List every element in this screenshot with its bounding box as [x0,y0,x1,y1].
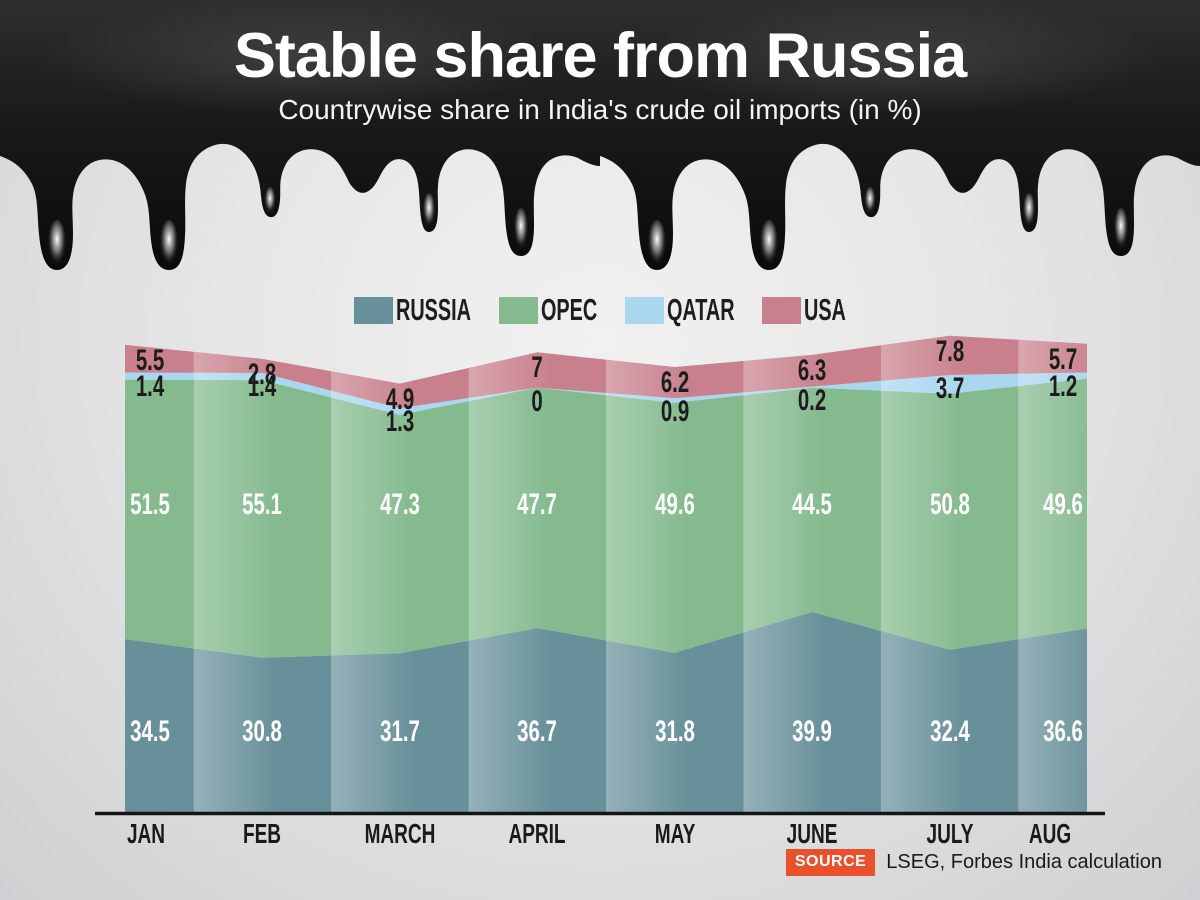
page-subtitle: Countrywise share in India's crude oil i… [278,94,922,125]
legend-swatch-russia [353,296,393,324]
legend-item-opec: OPEC [498,292,597,328]
legend-label-qatar: QATAR [666,292,735,327]
legend-item-usa: USA [762,292,846,328]
legend-swatch-qatar [624,296,664,324]
legend-label-russia: RUSSIA [395,292,471,327]
source-row: SOURCE LSEG, Forbes India calculation [785,849,1162,876]
source-badge: SOURCE [785,849,876,876]
page-title: Stable share from Russia [233,21,967,91]
legend-swatch-opec [498,296,538,324]
legend-label-opec: OPEC [540,292,597,327]
legend-swatch-usa [762,296,802,324]
legend-item-qatar: QATAR [624,292,735,328]
legend-item-russia: RUSSIA [353,292,471,328]
legend-label-usa: USA [804,292,847,327]
column-shading [193,335,1087,813]
source-text: LSEG, Forbes India calculation [886,851,1162,873]
chart-legend: RUSSIA OPEC QATAR USA [0,292,1200,328]
